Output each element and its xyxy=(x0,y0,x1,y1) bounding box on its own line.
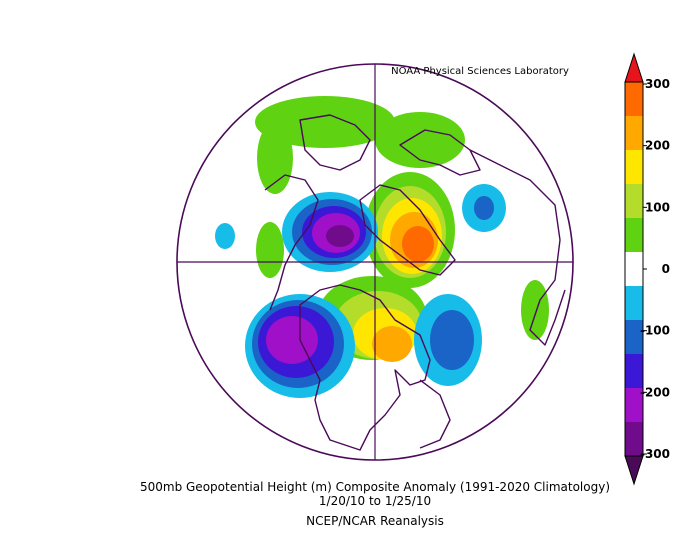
colorbar-bin xyxy=(625,388,643,423)
anomaly-west-band xyxy=(256,222,284,278)
colorbar-bin xyxy=(625,150,643,185)
map-boundary xyxy=(176,63,574,461)
colorbar-bin xyxy=(625,82,643,117)
anomaly-shading xyxy=(215,96,549,398)
colorbar-bin xyxy=(625,422,643,457)
anomaly-atlantic-high xyxy=(375,112,465,168)
credit-text: NOAA Physical Sciences Laboratory xyxy=(391,66,569,77)
colorbar-tick-label: 300 xyxy=(645,77,670,91)
colorbar-bin xyxy=(625,116,643,151)
colorbar-tick-label: 0 xyxy=(662,262,670,276)
anomaly-europe-high xyxy=(521,280,549,340)
colorbar-bin xyxy=(625,184,643,219)
caption-title: 500mb Geopotential Height (m) Composite … xyxy=(139,480,610,494)
colorbar-bin xyxy=(625,252,643,287)
colorbar-bin xyxy=(625,286,643,321)
colorbar-tick-label: -300 xyxy=(640,447,670,461)
caption-dates: 1/20/10 to 1/25/10 xyxy=(318,494,432,508)
colorbar-tick-label: -200 xyxy=(640,385,670,399)
colorbar-bin xyxy=(625,320,643,355)
colorbar-tick-label: 100 xyxy=(645,200,670,214)
colorbar-tick-label: -100 xyxy=(640,324,670,338)
anomaly-bering-high xyxy=(215,223,235,249)
colorbar-tick-label: 200 xyxy=(645,139,670,153)
caption-source: NCEP/NCAR Reanalysis xyxy=(306,514,444,528)
colorbar: 300 200 100 0 -100 -200 -300 xyxy=(624,52,670,486)
anomaly-pacific-arctic-ridge xyxy=(255,96,395,148)
colorbar-bin xyxy=(625,218,643,253)
colorbar-bin xyxy=(625,354,643,389)
